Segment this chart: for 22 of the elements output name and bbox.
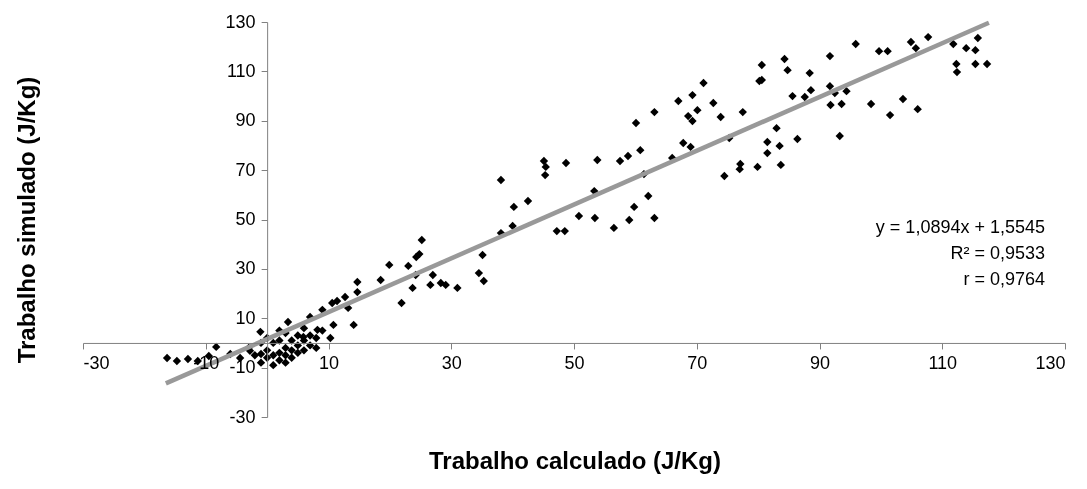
y-tick-label: 70: [235, 159, 256, 180]
x-tick-label: 10: [318, 353, 340, 374]
y-tick-label: 90: [235, 110, 256, 131]
y-tick-label: -30: [229, 406, 256, 427]
x-tick-label: 110: [928, 353, 958, 374]
y-tick-label: 10: [235, 307, 256, 328]
annotation: r = 0,9764: [963, 269, 1045, 289]
x-axis-title: Trabalho calculado (J/Kg): [428, 447, 722, 474]
y-tick-label: 110: [226, 60, 256, 81]
x-tick-label: 50: [564, 353, 585, 374]
x-tick-label: -10: [193, 353, 220, 374]
y-tick-label: 50: [235, 209, 256, 229]
x-tick-label: 30: [441, 353, 462, 374]
x-tick-label: 90: [809, 353, 831, 374]
y-tick-label: 130: [225, 11, 256, 32]
x-tick-label: 70: [687, 353, 708, 374]
x-tick-label: -30: [83, 353, 110, 374]
x-tick-label: 130: [1035, 353, 1066, 374]
annotation: R² = 0,9533: [950, 243, 1045, 263]
annotation: y = 1,0894x + 1,5545: [875, 217, 1045, 237]
y-axis-title: Trabalho simulado (J/Kg): [13, 76, 40, 364]
y-tick-label: 30: [235, 258, 256, 279]
